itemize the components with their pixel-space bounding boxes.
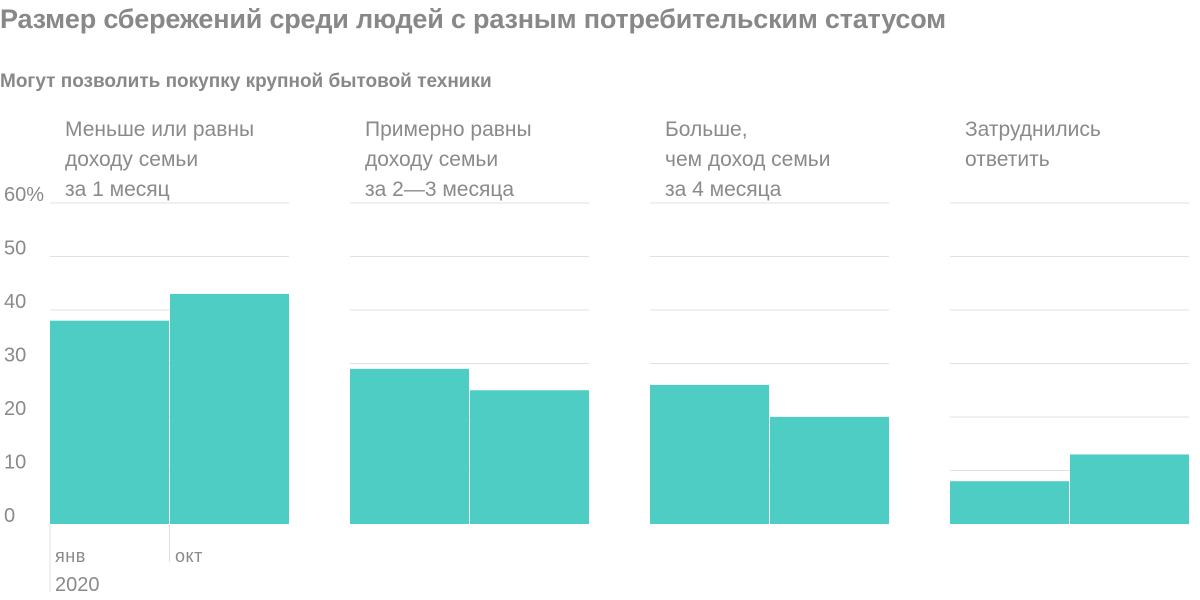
chart-subtitle: Могут позволить покупку крупной бытовой … bbox=[0, 71, 492, 92]
panel-title-line: за 4 месяца bbox=[665, 178, 782, 201]
panel-title-line: доходу семьи bbox=[365, 148, 498, 171]
panel-title-line: ответить bbox=[965, 148, 1050, 171]
panel-title-line: за 2—3 месяца bbox=[365, 178, 514, 201]
x-year-label: 2020 bbox=[55, 574, 100, 596]
panel-title-line: Примерно равны bbox=[365, 118, 532, 141]
panel-title-line: чем доход семьи bbox=[665, 148, 830, 171]
bar-2-окт bbox=[470, 390, 589, 524]
panel-title-line: Затруднились bbox=[965, 118, 1101, 141]
panel-title-line: за 1 месяц bbox=[65, 178, 170, 201]
y-tick-label: 40 bbox=[4, 291, 26, 313]
panel-title-line: Больше, bbox=[665, 118, 748, 141]
y-tick-label: 20 bbox=[4, 398, 26, 420]
y-tick-label: 0 bbox=[4, 505, 15, 527]
bar-3-янв bbox=[650, 384, 769, 524]
x-category-label: окт bbox=[175, 546, 203, 566]
x-category-label: янв bbox=[55, 546, 86, 566]
y-tick-label: 50 bbox=[4, 238, 26, 260]
bar-4-янв bbox=[950, 481, 1069, 524]
y-tick-label: 30 bbox=[4, 345, 26, 367]
panel-title-line: Меньше или равны bbox=[65, 118, 254, 141]
bar-4-окт bbox=[1070, 454, 1189, 524]
bar-1-окт bbox=[170, 293, 289, 524]
y-tick-label: 10 bbox=[4, 452, 26, 474]
y-tick-label: 60% bbox=[4, 184, 44, 206]
bar-1-янв bbox=[50, 320, 169, 524]
bar-2-янв bbox=[350, 368, 469, 524]
chart-title: Размер сбережений среди людей с разным п… bbox=[0, 4, 946, 34]
panel-title-line: доходу семьи bbox=[65, 148, 198, 171]
bar-3-окт bbox=[770, 417, 889, 524]
